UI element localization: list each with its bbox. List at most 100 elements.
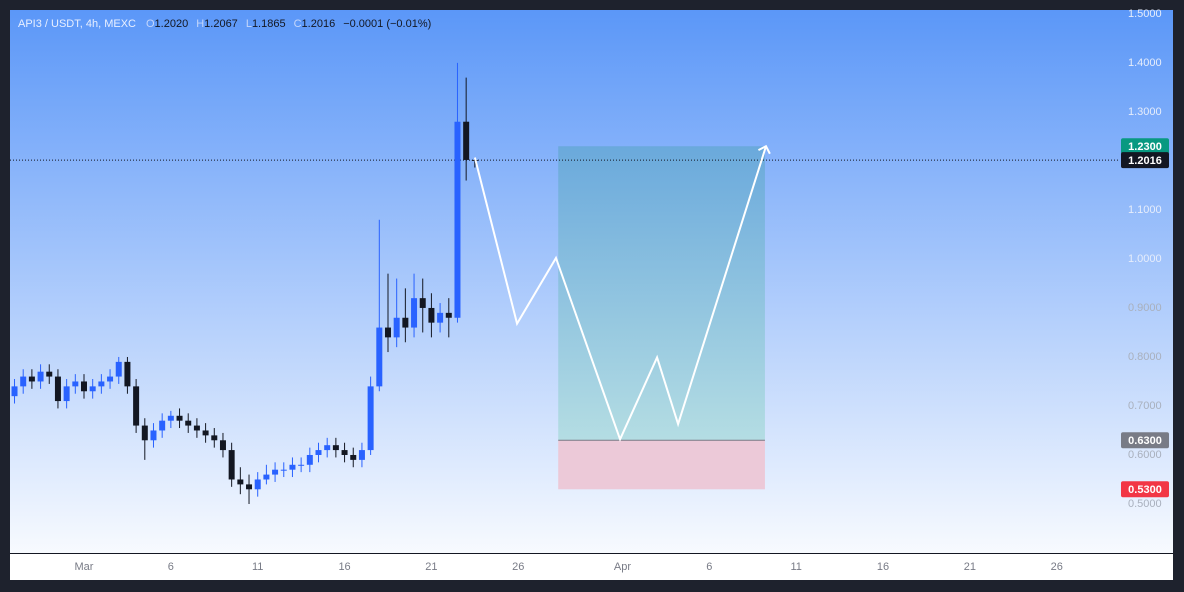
- candle-body: [341, 450, 348, 455]
- candle-body: [437, 312, 444, 323]
- y-tick-label: 1.0000: [1128, 253, 1162, 265]
- candle-body: [89, 386, 96, 392]
- candle-body: [98, 381, 105, 387]
- y-tick-label: 1.3000: [1128, 106, 1162, 118]
- candle-body: [124, 361, 131, 387]
- candle-body: [332, 445, 339, 451]
- candle-body: [402, 317, 409, 328]
- x-tick-label: Mar: [75, 561, 94, 573]
- candle-body: [28, 376, 35, 382]
- legend-value: 1.1865: [252, 18, 286, 30]
- price-tag: [1121, 152, 1169, 169]
- candle-body: [228, 450, 235, 480]
- projection-path: [473, 144, 771, 442]
- legend-key: H: [196, 18, 204, 30]
- candle-body: [272, 469, 279, 475]
- candle-body: [72, 381, 79, 387]
- candle-body: [315, 450, 322, 455]
- legend-key: L: [246, 18, 252, 30]
- price-tag-label: 1.2016: [1128, 155, 1162, 167]
- candle-body: [176, 415, 183, 421]
- candle-body: [159, 420, 166, 431]
- plot: [10, 62, 1120, 504]
- y-tick-label: 1.1000: [1128, 204, 1162, 216]
- candle-body: [150, 430, 157, 441]
- candle-body: [324, 445, 331, 451]
- candle-body: [298, 464, 305, 466]
- candle-body: [11, 386, 18, 397]
- candle-body: [289, 464, 296, 470]
- candle-body: [219, 440, 226, 451]
- candle-body: [463, 121, 470, 160]
- candle-body: [411, 298, 418, 328]
- candle-body: [280, 469, 287, 471]
- candle-body: [167, 415, 174, 421]
- candle-body: [263, 474, 270, 480]
- price-tag: [1121, 138, 1169, 155]
- y-tick-label: 1.5000: [1128, 8, 1162, 20]
- candle-body: [115, 361, 122, 377]
- y-tick-label: 0.9000: [1128, 302, 1162, 314]
- candle-body: [133, 386, 140, 426]
- candle-body: [237, 479, 244, 485]
- candle-body: [376, 327, 383, 387]
- x-tick-label: Apr: [614, 561, 631, 573]
- time-axis: [10, 553, 1173, 580]
- x-tick-label: 6: [168, 561, 174, 573]
- x-tick-label: 16: [338, 561, 350, 573]
- candle-body: [211, 435, 218, 441]
- candle-body: [63, 386, 70, 402]
- candle-body: [367, 386, 374, 451]
- x-tick-label: 26: [1051, 561, 1063, 573]
- x-tick-label: 21: [425, 561, 437, 573]
- price-tag-label: 0.6300: [1128, 435, 1162, 447]
- price-tag: [1121, 481, 1169, 498]
- legend: API3 / USDT, 4h, MEXC O1.2020 H1.2067 L1.18…: [18, 18, 431, 30]
- legend-value: 1.2016: [302, 18, 336, 30]
- x-tick-label: 6: [706, 561, 712, 573]
- legend-key: C: [294, 18, 302, 30]
- candle-body: [445, 312, 452, 318]
- candle-body: [246, 484, 253, 490]
- candle-body: [428, 307, 435, 323]
- y-tick-label: 0.8000: [1128, 351, 1162, 363]
- legend-change: −0.0001 (−0.01%): [343, 18, 431, 30]
- candle-body: [54, 376, 61, 402]
- x-tick-label: 11: [252, 561, 263, 573]
- legend-value: 1.2020: [155, 18, 189, 30]
- legend-symbol: API3 / USDT, 4h, MEXC: [18, 18, 136, 30]
- candle-body: [20, 376, 27, 387]
- candle-body: [46, 371, 53, 377]
- x-tick-label: 21: [964, 561, 976, 573]
- y-tick-label: 0.5000: [1128, 498, 1162, 510]
- target-zone: [558, 146, 765, 441]
- price-tag: [1121, 432, 1169, 449]
- candle-body: [454, 121, 461, 318]
- x-tick-label: 26: [512, 561, 524, 573]
- candle-body: [254, 479, 261, 490]
- y-tick-label: 0.6000: [1128, 449, 1162, 461]
- y-tick-label: 1.4000: [1128, 57, 1162, 69]
- candle-body: [384, 327, 391, 338]
- candle-body: [350, 454, 357, 460]
- legend-value: 1.2067: [204, 18, 238, 30]
- candle-body: [202, 430, 209, 436]
- candle-body: [37, 371, 44, 382]
- x-tick-label: 11: [790, 561, 801, 573]
- candle-body: [185, 420, 192, 426]
- price-tag-label: 0.5300: [1128, 484, 1162, 496]
- candle-body: [107, 376, 114, 382]
- x-tick-label: 16: [877, 561, 889, 573]
- candle-body: [193, 425, 200, 431]
- candle-body: [393, 317, 400, 338]
- candle-body: [306, 454, 313, 465]
- candle-body: [81, 381, 87, 392]
- candle-body: [141, 425, 148, 441]
- legend-key: O: [146, 18, 155, 30]
- y-tick-label: 0.7000: [1128, 400, 1162, 412]
- stop-zone: [558, 440, 765, 490]
- price-tag-label: 1.2300: [1128, 141, 1162, 153]
- candle-body: [358, 450, 365, 460]
